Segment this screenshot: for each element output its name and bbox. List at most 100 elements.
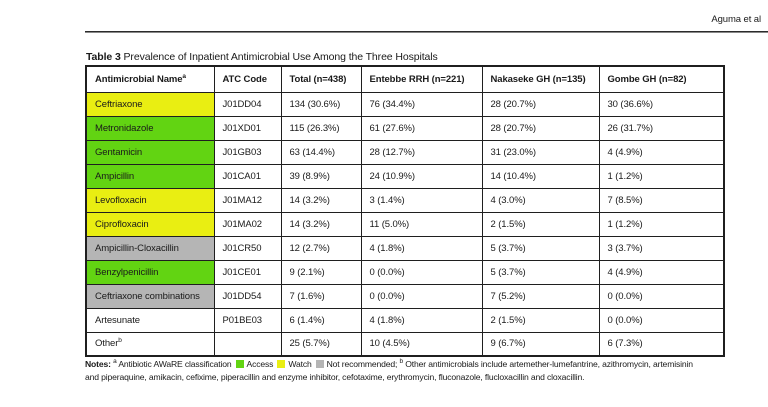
antimicrobial-name-cell: Otherb	[85, 331, 215, 357]
gombe-gh-cell: 7 (8.5%)	[598, 187, 725, 213]
total-cell: 6 (1.4%)	[280, 307, 362, 333]
atc-code-cell: J01DD04	[213, 91, 282, 117]
antimicrobial-name-cell: Gentamicin	[85, 139, 215, 165]
atc-code-cell: J01MA12	[213, 187, 282, 213]
total-cell: 39 (8.9%)	[280, 163, 362, 189]
gombe-gh-cell: 4 (4.9%)	[598, 139, 725, 165]
table-row: Benzylpenicillin J01CE01 9 (2.1%) 0 (0.0%) 5…	[85, 259, 725, 285]
antimicrobial-use-table: Antimicrobial Namea ATC Code Total (n=438)…	[85, 65, 725, 357]
notes-paragraph: Notes: a Antibiotic AWaRE classification…	[85, 358, 705, 383]
antimicrobial-name-cell: Ciprofloxacin	[85, 211, 215, 237]
antimicrobial-name-cell: Levofloxacin	[85, 187, 215, 213]
column-header-superscript: a	[182, 72, 186, 80]
total-cell: 9 (2.1%)	[280, 259, 362, 285]
entebbe-rrh-cell: 0 (0.0%)	[360, 259, 483, 285]
table-row: Ceftriaxone J01DD04 134 (30.6%) 76 (34.4%) 2…	[85, 91, 725, 117]
gombe-gh-cell: 4 (4.9%)	[598, 259, 725, 285]
entebbe-rrh-cell: 11 (5.0%)	[360, 211, 483, 237]
gombe-gh-cell: 0 (0.0%)	[598, 307, 725, 333]
atc-code-cell: J01MA02	[213, 211, 282, 237]
antimicrobial-name-cell: Ceftriaxone combinations	[85, 283, 215, 309]
atc-code-cell: P01BE03	[213, 307, 282, 333]
total-cell: 63 (14.4%)	[280, 139, 362, 165]
antimicrobial-name-cell: Ampicillin	[85, 163, 215, 189]
atc-code-cell: J01CA01	[213, 163, 282, 189]
total-cell: 25 (5.7%)	[280, 331, 362, 357]
column-header: Total (n=438)	[280, 65, 362, 93]
nakaseke-gh-cell: 5 (3.7%)	[481, 235, 600, 261]
other-antimicrobials-text: Other antimicrobials include artemether-…	[85, 359, 693, 382]
atc-code-cell: J01DD54	[213, 283, 282, 309]
total-cell: 115 (26.3%)	[280, 115, 362, 141]
access-legend-square-icon	[235, 360, 244, 368]
gombe-gh-cell: 0 (0.0%)	[598, 283, 725, 309]
entebbe-rrh-cell: 61 (27.6%)	[360, 115, 483, 141]
total-cell: 12 (2.7%)	[280, 235, 362, 261]
antimicrobial-name-cell: Ampicillin-Cloxacillin	[85, 235, 215, 261]
antimicrobial-name-cell: Ceftriaxone	[85, 91, 215, 117]
gombe-gh-cell: 30 (36.6%)	[598, 91, 725, 117]
entebbe-rrh-cell: 28 (12.7%)	[360, 139, 483, 165]
gombe-gh-cell: 1 (1.2%)	[598, 163, 725, 189]
atc-code-cell	[213, 331, 282, 357]
footnote-b-marker: b	[399, 358, 404, 366]
aware-legend: Access Watch Not recommended;	[232, 359, 398, 369]
entebbe-rrh-cell: 24 (10.9%)	[360, 163, 483, 189]
total-cell: 7 (1.6%)	[280, 283, 362, 309]
nakaseke-gh-cell: 2 (1.5%)	[481, 211, 600, 237]
column-header: Entebbe RRH (n=221)	[360, 65, 483, 93]
nakaseke-gh-cell: 28 (20.7%)	[481, 91, 600, 117]
table-row: Otherb 25 (5.7%) 10 (4.5%) 9 (6.7%) 6 (7.3%)	[85, 331, 725, 357]
antimicrobial-name-cell: Benzylpenicillin	[85, 259, 215, 285]
legend-label: Access	[246, 359, 274, 369]
nakaseke-gh-cell: 31 (23.0%)	[481, 139, 600, 165]
gombe-gh-cell: 3 (3.7%)	[598, 235, 725, 261]
total-cell: 14 (3.2%)	[280, 187, 362, 213]
notes-label: Notes:	[85, 359, 111, 369]
legend-label: Not recommended;	[326, 359, 398, 369]
table-title: Table 3 Prevalence of Inpatient Antimicr…	[86, 51, 438, 63]
entebbe-rrh-cell: 0 (0.0%)	[360, 283, 483, 309]
atc-code-cell: J01CR50	[213, 235, 282, 261]
header-rule	[85, 31, 768, 33]
atc-code-cell: J01GB03	[213, 139, 282, 165]
running-head: Aguma et al	[711, 14, 761, 25]
antimicrobial-name-cell: Artesunate	[85, 307, 215, 333]
table-row: Gentamicin J01GB03 63 (14.4%) 28 (12.7%) 31 …	[85, 139, 725, 165]
atc-code-cell: J01CE01	[213, 259, 282, 285]
nakaseke-gh-cell: 28 (20.7%)	[481, 115, 600, 141]
table-header-row: Antimicrobial Namea ATC Code Total (n=438)…	[85, 65, 725, 93]
column-header: Gombe GH (n=82)	[598, 65, 725, 93]
table-row: Ampicillin-Cloxacillin J01CR50 12 (2.7%) 4 …	[85, 235, 725, 261]
total-cell: 14 (3.2%)	[280, 211, 362, 237]
gombe-gh-cell: 1 (1.2%)	[598, 211, 725, 237]
table-number-label: Table 3	[86, 51, 121, 63]
entebbe-rrh-cell: 4 (1.8%)	[360, 307, 483, 333]
antimicrobial-name-cell: Metronidazole	[85, 115, 215, 141]
watch-legend-square-icon	[277, 360, 286, 368]
entebbe-rrh-cell: 4 (1.8%)	[360, 235, 483, 261]
column-header: Nakaseke GH (n=135)	[481, 65, 600, 93]
table-row: Ceftriaxone combinations J01DD54 7 (1.6%) 0…	[85, 283, 725, 309]
entebbe-rrh-cell: 76 (34.4%)	[360, 91, 483, 117]
total-cell: 134 (30.6%)	[280, 91, 362, 117]
nakaseke-gh-cell: 2 (1.5%)	[481, 307, 600, 333]
nakaseke-gh-cell: 5 (3.7%)	[481, 259, 600, 285]
legend-label: Watch	[288, 359, 312, 369]
nakaseke-gh-cell: 14 (10.4%)	[481, 163, 600, 189]
aware-classification-text: Antibiotic AWaRE classification	[118, 359, 232, 369]
entebbe-rrh-cell: 3 (1.4%)	[360, 187, 483, 213]
table-row: Artesunate P01BE03 6 (1.4%) 4 (1.8%) 2 (1.5%…	[85, 307, 725, 333]
nakaseke-gh-cell: 4 (3.0%)	[481, 187, 600, 213]
gombe-gh-cell: 6 (7.3%)	[598, 331, 725, 357]
not_recommended-legend-square-icon	[315, 360, 324, 368]
column-header: Antimicrobial Namea	[85, 65, 215, 93]
nakaseke-gh-cell: 9 (6.7%)	[481, 331, 600, 357]
column-header: ATC Code	[213, 65, 282, 93]
table-title-text: Prevalence of Inpatient Antimicrobial Us…	[123, 51, 438, 63]
table-row: Ampicillin J01CA01 39 (8.9%) 24 (10.9%) 14 (…	[85, 163, 725, 189]
table-row: Metronidazole J01XD01 115 (26.3%) 61 (27.6%…	[85, 115, 725, 141]
gombe-gh-cell: 26 (31.7%)	[598, 115, 725, 141]
footnote-a-marker: a	[113, 358, 117, 366]
